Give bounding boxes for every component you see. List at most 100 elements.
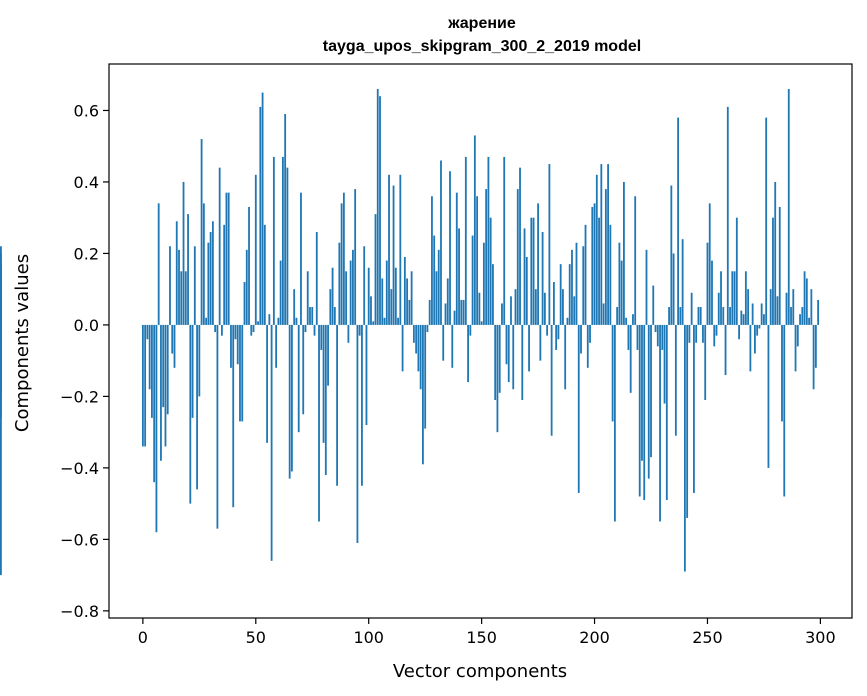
bar-152 (485, 189, 488, 325)
bar-277 (767, 324, 770, 468)
bar-71 (302, 324, 305, 415)
bar-170 (525, 257, 528, 325)
bar-36 (223, 224, 226, 325)
bar-178 (543, 292, 546, 325)
bar-143 (464, 156, 467, 325)
bar-192 (575, 242, 578, 325)
bar-88 (340, 203, 343, 325)
bar-24 (196, 324, 198, 490)
bar-184 (557, 324, 560, 340)
bar-281 (776, 296, 779, 325)
bar-244 (693, 324, 695, 493)
bar-69 (297, 324, 300, 433)
bar-263 (735, 217, 738, 325)
bar-144 (467, 324, 469, 383)
bar-147 (473, 135, 476, 325)
bar-162 (507, 324, 510, 383)
bar-46 (245, 249, 248, 325)
bar-125 (424, 324, 427, 429)
bar-283 (781, 324, 783, 422)
bar-61 (279, 260, 282, 325)
bar-56 (268, 314, 271, 325)
bar-182 (552, 282, 555, 325)
bar-247 (699, 307, 702, 325)
bar-195 (582, 246, 585, 325)
bar-141 (460, 299, 463, 325)
bar-241 (686, 324, 689, 518)
bar-179 (546, 324, 549, 336)
bar-139 (455, 192, 458, 325)
bar-278 (769, 289, 772, 325)
bar-78 (318, 324, 320, 522)
bar-64 (286, 167, 289, 325)
bar-103 (374, 214, 377, 325)
bar-252 (711, 260, 713, 325)
bars-group (0, 89, 820, 576)
bar-51 (257, 321, 259, 325)
bar-97 (361, 324, 363, 486)
bar-190 (571, 249, 573, 325)
bar-149 (478, 292, 481, 325)
y-axis-ticks: −0.8 −0.6 −0.4 −0.2 0.0 0.2 0.4 0.6 (60, 101, 109, 621)
bar-274 (760, 303, 763, 325)
bar-298 (814, 324, 817, 368)
bar-156 (494, 324, 497, 400)
bar-123 (419, 324, 422, 390)
bar-18 (182, 181, 185, 325)
bar-96 (358, 324, 361, 336)
bar-199 (591, 206, 594, 325)
bar-202 (598, 217, 600, 325)
bar-256 (720, 271, 722, 325)
bar-94 (354, 189, 357, 325)
bar-17 (180, 271, 183, 325)
bar-267 (744, 271, 747, 325)
bar-70 (300, 192, 302, 325)
bar-undefined (0, 324, 2, 393)
bar-186 (562, 289, 564, 325)
bar-114 (399, 174, 402, 325)
bar-172 (530, 217, 533, 325)
bar-16 (178, 249, 180, 325)
bar-168 (521, 324, 524, 400)
bar-154 (489, 217, 492, 325)
bar-175 (537, 203, 539, 325)
bar-5 (153, 324, 156, 483)
bar-158 (498, 324, 501, 393)
bar-12 (169, 246, 171, 325)
bar-221 (641, 324, 643, 461)
bar-285 (785, 292, 788, 325)
bar-undefined (0, 271, 2, 325)
bar-116 (403, 257, 406, 325)
bar-295 (808, 317, 810, 325)
bar-107 (383, 317, 386, 325)
bar-159 (501, 303, 503, 325)
y-tick-label: 0.0 (74, 316, 99, 335)
bar-280 (774, 181, 777, 325)
bar-272 (756, 324, 759, 336)
bar-131 (437, 249, 440, 325)
bar-74 (309, 307, 311, 325)
bar-126 (426, 324, 429, 333)
bar-215 (627, 324, 630, 350)
bar-86 (336, 324, 338, 486)
bar-209 (613, 324, 616, 522)
bar-211 (618, 242, 621, 325)
bar-8 (160, 324, 162, 461)
bar-134 (444, 303, 447, 325)
bar-39 (230, 324, 232, 368)
bar-232 (665, 324, 668, 501)
bar-6 (155, 324, 158, 533)
bar-234 (670, 185, 673, 325)
bar-47 (248, 206, 250, 325)
bar-181 (550, 324, 553, 436)
bar-146 (471, 235, 474, 325)
bar-288 (792, 289, 795, 325)
y-tick-label: 0.2 (74, 244, 99, 263)
bar-89 (342, 192, 345, 325)
bar-169 (523, 228, 526, 325)
bar-80 (322, 324, 325, 443)
x-axis-ticks: 0 50 100 150 200 250 300 (138, 618, 836, 647)
y-tick-label: 0.4 (74, 173, 99, 192)
bar-129 (433, 235, 436, 325)
